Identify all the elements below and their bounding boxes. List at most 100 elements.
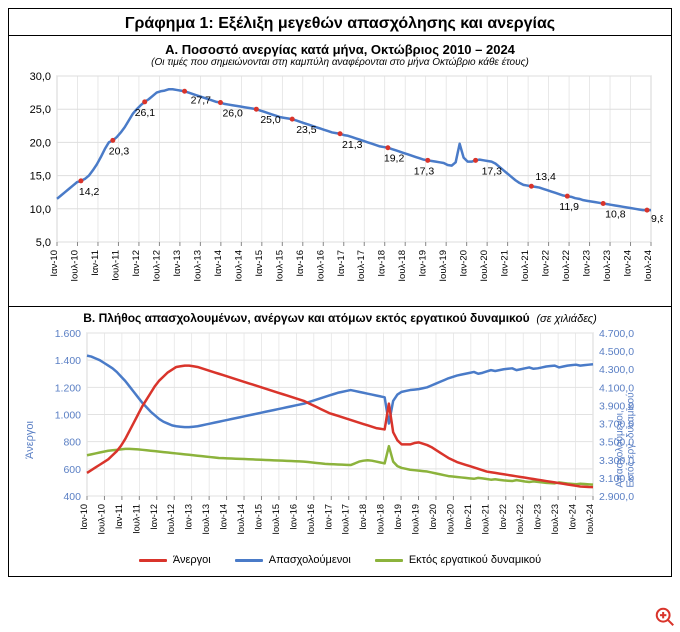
svg-text:Ιουλ-16: Ιουλ-16 [315,250,326,282]
figure-title: Γράφημα 1: Εξέλιξη μεγεθών απασχόλησης κ… [9,9,671,36]
panel-a: Α. Ποσοστό ανεργίας κατά μήνα, Οκτώβριος… [9,36,671,306]
svg-text:600: 600 [63,464,81,476]
svg-text:5,0: 5,0 [36,237,51,249]
svg-text:Ιουλ-21: Ιουλ-21 [520,250,531,282]
svg-text:Ιαν-22: Ιαν-22 [541,250,552,277]
panel-b-chart: Άνεργοι Απασχολούμενοι,Εκτός εργ. δυναμι… [15,327,665,552]
svg-text:Ιουλ-12: Ιουλ-12 [166,504,176,535]
svg-text:Ιουλ-23: Ιουλ-23 [602,250,613,282]
svg-text:Ιαν-11: Ιαν-11 [90,250,101,276]
svg-text:Ιαν-16: Ιαν-16 [295,250,306,277]
panel-b-legend: Άνεργοι Απασχολούμενοι Εκτός εργατικού δ… [15,552,665,570]
svg-text:Ιαν-16: Ιαν-16 [288,504,298,530]
svg-text:19,2: 19,2 [384,153,405,165]
svg-text:Ιαν-11: Ιαν-11 [114,504,124,529]
panel-b-title-units: (σε χιλιάδες) [536,313,596,325]
svg-text:26,0: 26,0 [222,108,243,120]
svg-text:800: 800 [63,437,81,449]
figure-container: Γράφημα 1: Εξέλιξη μεγεθών απασχόλησης κ… [8,8,672,577]
panel-b: Άνεργοι Απασχολούμενοι,Εκτός εργ. δυναμι… [9,325,671,576]
svg-text:15,0: 15,0 [30,171,51,183]
svg-text:Ιαν-23: Ιαν-23 [582,250,593,277]
legend-label-unemployed: Άνεργοι [173,554,211,566]
svg-text:Ιαν-14: Ιαν-14 [213,250,224,277]
svg-text:30,0: 30,0 [30,71,51,83]
svg-text:Ιαν-15: Ιαν-15 [254,250,265,277]
svg-text:Ιαν-13: Ιαν-13 [184,504,194,530]
svg-text:Ιουλ-17: Ιουλ-17 [356,250,367,282]
panel-a-chart: 5,010,015,020,025,030,0Ιαν-10Ιουλ-10Ιαν-… [15,70,665,300]
svg-text:Ιουλ-12: Ιουλ-12 [151,250,162,282]
legend-swatch-unemployed [139,559,167,562]
legend-swatch-inactive [375,559,403,562]
svg-text:Ιουλ-20: Ιουλ-20 [479,250,490,282]
svg-text:Ιαν-21: Ιαν-21 [463,504,473,530]
zoom-in-icon[interactable] [654,606,676,628]
svg-text:Ιουλ-13: Ιουλ-13 [192,250,203,282]
svg-text:17,3: 17,3 [414,165,435,177]
svg-text:14,2: 14,2 [79,186,100,198]
legend-swatch-employed [235,559,263,562]
svg-text:Ιαν-17: Ιαν-17 [336,250,347,277]
svg-text:Ιουλ-20: Ιουλ-20 [445,504,455,535]
svg-text:4.700,0: 4.700,0 [599,328,634,340]
svg-text:20,3: 20,3 [109,145,130,157]
svg-text:10,0: 10,0 [30,204,51,216]
svg-text:Ιαν-20: Ιαν-20 [459,250,470,277]
svg-text:4.500,0: 4.500,0 [599,346,634,358]
svg-text:23,5: 23,5 [296,124,317,136]
svg-text:Ιουλ-17: Ιουλ-17 [341,504,351,535]
svg-text:2.900,0: 2.900,0 [599,491,634,503]
svg-text:Ιουλ-18: Ιουλ-18 [376,504,386,535]
svg-text:13,4: 13,4 [535,171,556,183]
panel-a-subtitle: (Οι τιμές που σημειώνονται στη καμπύλη α… [15,57,665,68]
legend-label-inactive: Εκτός εργατικού δυναμικού [409,554,541,566]
svg-text:Ιαν-13: Ιαν-13 [172,250,183,277]
svg-text:Ιουλ-15: Ιουλ-15 [274,250,285,282]
svg-text:Ιαν-21: Ιαν-21 [500,250,511,277]
legend-item-unemployed: Άνεργοι [139,554,211,566]
svg-text:Ιαν-18: Ιαν-18 [358,504,368,530]
svg-text:10,8: 10,8 [605,208,626,220]
svg-text:Ιαν-24: Ιαν-24 [568,504,578,530]
panel-a-title: Α. Ποσοστό ανεργίας κατά μήνα, Οκτώβριος… [15,42,665,57]
svg-text:Ιαν-12: Ιαν-12 [131,250,142,277]
svg-text:Ιαν-12: Ιαν-12 [149,504,159,530]
svg-text:4.300,0: 4.300,0 [599,364,634,376]
svg-text:9,8: 9,8 [651,213,663,225]
svg-text:Ιαν-24: Ιαν-24 [623,250,634,277]
svg-text:Ιαν-15: Ιαν-15 [253,504,263,530]
svg-text:Ιουλ-16: Ιουλ-16 [306,504,316,535]
svg-text:Ιουλ-22: Ιουλ-22 [561,250,572,282]
chart-b-svg: 4006008001.0001.2001.4001.6002.900,03.10… [15,327,663,552]
panel-b-yaxis-left-label: Άνεργοι [24,421,36,459]
svg-text:Ιουλ-21: Ιουλ-21 [480,504,490,535]
svg-text:Ιουλ-23: Ιουλ-23 [550,504,560,535]
svg-text:Ιαν-10: Ιαν-10 [79,504,89,530]
panel-b-yaxis-right-label: Απασχολούμενοι,Εκτός εργ. δυναμικού [614,392,636,487]
svg-text:400: 400 [63,491,81,503]
svg-text:Ιαν-19: Ιαν-19 [418,250,429,277]
legend-item-inactive: Εκτός εργατικού δυναμικού [375,554,541,566]
svg-text:Ιαν-20: Ιαν-20 [428,504,438,530]
svg-text:Ιουλ-11: Ιουλ-11 [131,504,141,534]
svg-text:Ιουλ-10: Ιουλ-10 [69,250,80,282]
svg-text:Ιουλ-10: Ιουλ-10 [96,504,106,535]
svg-text:Ιουλ-14: Ιουλ-14 [233,250,244,282]
svg-text:Ιουλ-11: Ιουλ-11 [110,250,121,281]
svg-text:Ιαν-22: Ιαν-22 [498,504,508,530]
svg-text:1.000: 1.000 [55,410,81,422]
svg-text:20,0: 20,0 [30,137,51,149]
svg-text:Ιαν-17: Ιαν-17 [323,504,333,530]
svg-text:Ιουλ-24: Ιουλ-24 [643,250,654,282]
svg-text:11,9: 11,9 [559,201,579,213]
svg-text:Ιαν-18: Ιαν-18 [377,250,388,277]
svg-text:26,1: 26,1 [135,107,156,119]
svg-text:Ιουλ-19: Ιουλ-19 [438,250,449,282]
svg-text:Ιαν-23: Ιαν-23 [533,504,543,530]
panel-b-title: Β. Πλήθος απασχολουμένων, ανέργων και ατ… [9,306,671,325]
svg-text:27,7: 27,7 [191,94,212,106]
svg-text:25,0: 25,0 [30,104,51,116]
svg-text:Ιαν-19: Ιαν-19 [393,504,403,530]
svg-text:Ιουλ-24: Ιουλ-24 [585,504,595,535]
